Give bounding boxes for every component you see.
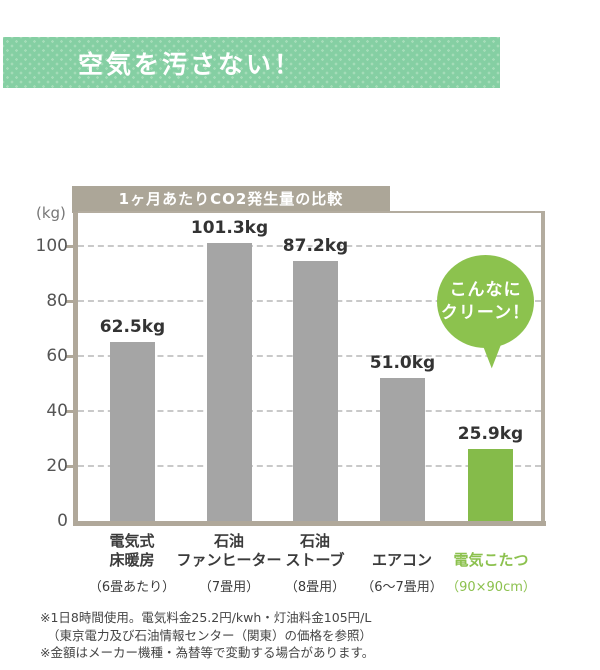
speech-bubble-line: クリーン！: [440, 302, 531, 323]
footnote-line: ※金額はメーカー機種・為替等で変動する場合があります。: [40, 645, 375, 660]
category-label-air-conditioner: エアコン （6～7畳用）: [361, 532, 443, 595]
header-banner-title: 空気を汚さない！: [78, 49, 303, 79]
y-tick-label-100: 100: [35, 236, 68, 256]
header-banner: 空気を汚さない！: [3, 37, 500, 88]
y-axis-line: [73, 212, 78, 526]
x-axis-line: [73, 521, 546, 526]
bar-oil-stove: [293, 261, 338, 521]
chart-title: 1ヶ月あたりCO2発生量の比較: [72, 186, 390, 213]
bar-value-label: 51.0kg: [369, 353, 436, 373]
bar-oil-fan-heater: [207, 243, 252, 521]
plot-border-top: [78, 211, 545, 213]
category-sub-label: （6～7畳用）: [361, 580, 443, 595]
category-name: 石油 ファンヒーター: [176, 532, 282, 569]
bar-value-label: 62.5kg: [99, 317, 166, 337]
plot-border-right: [541, 211, 545, 526]
y-tick-label-20: 20: [46, 456, 68, 476]
category-name: 電気こたつ: [453, 551, 529, 569]
y-tick-label-0: 0: [57, 511, 68, 531]
category-label-oil-stove: 石油 ストーブ （8畳用）: [285, 532, 345, 595]
bar-electric-kotatsu: [468, 449, 513, 521]
category-sub-label: （7畳用）: [198, 580, 260, 595]
category-name: 石油 ストーブ: [285, 532, 345, 569]
category-sub-label: （90×90cm）: [446, 580, 536, 595]
category-label-floor-heating: 電気式 床暖房 （6畳あたり）: [89, 532, 175, 595]
tick-mark-40: [66, 410, 73, 413]
bar-floor-heating: [110, 342, 155, 521]
bar-value-label: 25.9kg: [457, 424, 524, 444]
tick-mark-80: [66, 300, 73, 303]
footnotes: ※1日8時間使用。電気料金25.2円/kwh・灯油料金105円/L （東京電力及…: [40, 609, 374, 662]
tick-mark-100: [66, 245, 73, 248]
y-tick-label-40: 40: [46, 401, 68, 421]
category-name: エアコン: [371, 551, 433, 569]
y-tick-label-60: 60: [46, 346, 68, 366]
tick-mark-60: [66, 355, 73, 358]
bar-value-label: 101.3kg: [190, 218, 269, 238]
category-label-electric-kotatsu: 電気こたつ （90×90cm）: [446, 532, 536, 595]
speech-bubble-line: こんなに: [449, 279, 522, 300]
y-axis-unit-label: (kg): [36, 204, 66, 222]
category-label-oil-fan-heater: 石油 ファンヒーター （7畳用）: [176, 532, 281, 595]
gridline-100: [78, 245, 541, 247]
speech-bubble: こんなに クリーン！: [437, 255, 534, 348]
footnote-line: ※1日8時間使用。電気料金25.2円/kwh・灯油料金105円/L: [40, 610, 372, 625]
y-tick-label-80: 80: [46, 291, 68, 311]
category-name: 電気式 床暖房: [109, 532, 155, 569]
category-sub-label: （6畳あたり）: [88, 580, 176, 595]
bar-value-label: 87.2kg: [282, 236, 349, 256]
footnote-line: （東京電力及び石油情報センター（関東）の価格を参照）: [47, 627, 373, 643]
category-sub-label: （8畳用）: [284, 580, 346, 595]
tick-mark-20: [66, 465, 73, 468]
bar-air-conditioner: [380, 378, 425, 521]
